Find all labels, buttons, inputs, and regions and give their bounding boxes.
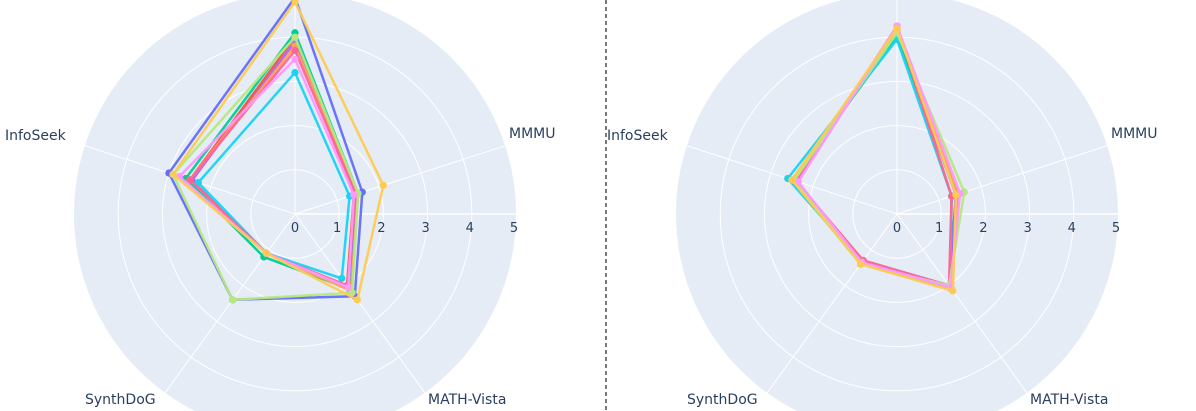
series-line-1 — [167, 0, 364, 302]
series-10-point-5 — [893, 24, 901, 32]
axis-label-math-vista: MATH-Vista — [428, 392, 506, 408]
radial-axis-line — [151, 213, 296, 411]
series-7-point-4 — [186, 176, 194, 184]
series-9-point-2 — [344, 283, 352, 291]
axis-label-mmmu: MMMU — [509, 126, 555, 142]
axis-label-synthdog: SynthDoG — [85, 392, 156, 408]
axis-label-mmmu: MMMU — [1111, 126, 1157, 142]
radial-tick-label: 4 — [466, 221, 474, 236]
axis-label-math-vista: MATH-Vista — [1030, 392, 1108, 408]
series-line-8 — [171, 35, 360, 302]
radial-tick-label: 4 — [1068, 221, 1076, 236]
series-10-point-1 — [952, 191, 960, 199]
axis-label-infoseek: InfoSeek — [607, 128, 669, 144]
radial-tick-label: 2 — [377, 221, 385, 236]
radial-tick-label: 1 — [333, 221, 341, 236]
radial-tick-label: 3 — [421, 221, 429, 236]
series-10-point-3 — [857, 260, 865, 268]
series-6-point-4 — [194, 178, 202, 187]
series-10-point-1 — [379, 181, 387, 189]
series-9-point-1 — [350, 191, 358, 199]
series-8-point-3 — [229, 296, 237, 304]
radial-axis-line — [896, 213, 1041, 411]
radial-tick-label: 1 — [935, 221, 943, 236]
radial-tick-label: 5 — [510, 221, 518, 236]
radial-axis-line — [294, 134, 537, 215]
series-9-point-5 — [291, 55, 299, 63]
series-line-6 — [197, 71, 351, 280]
series-10-point-4 — [169, 170, 177, 178]
series-8-point-5 — [291, 33, 299, 41]
series-line-9 — [796, 24, 962, 289]
radial-tick-label: 5 — [1112, 221, 1120, 236]
series-10-point-2 — [353, 296, 361, 304]
series-line-10 — [171, 0, 385, 302]
radial-tick-label: 0 — [291, 221, 299, 236]
axis-label-synthdog: SynthDoG — [687, 392, 758, 408]
series-7-point-5 — [291, 46, 299, 55]
series-10-point-2 — [949, 287, 957, 295]
radial-axis-line — [655, 134, 898, 215]
series-6-point-5 — [291, 68, 299, 77]
series-line-9 — [178, 58, 356, 289]
radar-panel-right: 0 1 2 3 4 5 MMMU MATH-Vista SynthDoG InfoSeek — [607, 0, 1157, 411]
series-10-point-3 — [262, 249, 271, 257]
radial-axis-line — [294, 213, 439, 411]
radar-panel-left: 0 1 2 3 4 5 MMMU MATH-Vista SynthDoG InfoSeek — [5, 0, 555, 411]
series-8-point-2 — [348, 289, 356, 297]
series-10-point-4 — [788, 176, 796, 184]
series-line-10 — [790, 27, 958, 293]
series-6-point-2 — [338, 274, 346, 282]
radial-axis-line — [753, 213, 898, 411]
axis-label-infoseek: InfoSeek — [5, 128, 67, 144]
radial-axis-line — [896, 134, 1139, 215]
radial-tick-label: 0 — [893, 221, 901, 236]
radial-tick-label: 3 — [1023, 221, 1031, 236]
series-10-point-5 — [291, 0, 299, 6]
radial-tick-label: 2 — [979, 221, 987, 236]
